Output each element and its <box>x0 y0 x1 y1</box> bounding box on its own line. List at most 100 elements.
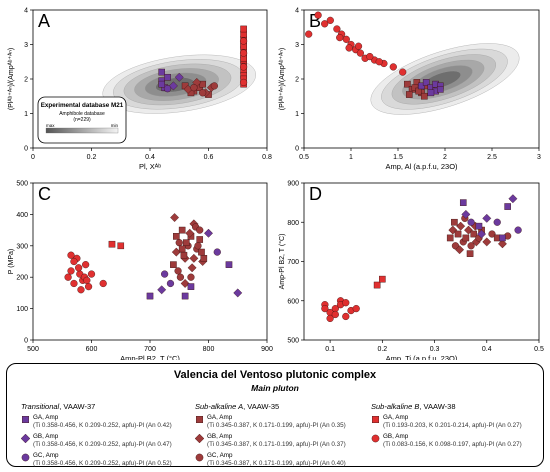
data-point <box>375 58 383 66</box>
data-point <box>161 270 169 278</box>
data-point <box>213 248 221 256</box>
data-point <box>239 49 248 57</box>
data-point <box>70 257 78 266</box>
inset-count: (n=229) <box>73 117 91 123</box>
panel-letter: C <box>38 184 51 204</box>
data-point <box>404 80 411 88</box>
data-point <box>204 228 213 238</box>
diamond-marker-icon <box>195 434 204 443</box>
inset-max: max <box>46 123 55 128</box>
data-point <box>342 312 350 321</box>
data-point <box>166 279 175 288</box>
data-series <box>146 228 243 300</box>
y-tick-label: 300 <box>16 243 28 250</box>
y-tick-label: 3 <box>24 42 28 49</box>
data-point <box>326 314 334 323</box>
data-point <box>194 242 202 250</box>
x-tick-label: 0.2 <box>377 346 387 353</box>
x-tick-label: 500 <box>27 346 39 353</box>
data-point <box>180 251 188 259</box>
data-point <box>170 213 180 223</box>
data-point <box>196 236 204 243</box>
data-point <box>158 80 166 88</box>
legend-entry: GA, Amp (Ti 0.345-0.387, K 0.171-0.199, a… <box>195 414 373 433</box>
data-point <box>314 11 322 19</box>
legend-entry-name: GB, Amp <box>33 433 59 440</box>
data-point <box>83 276 91 284</box>
x-tick-label: 2.5 <box>487 154 497 161</box>
legend-entry-name: GA, Amp <box>383 414 409 421</box>
data-point <box>174 72 184 82</box>
figure-panels: 0 0.2 0.4 0.6 0.8 0 1 2 3 4 Pl, Xᴬᵇ (Plᴬᵇ⁺ᴬⁿ)/(Ampᴬ… <box>7 8 544 361</box>
legend-entry-detail: (Ti 0.358-0.456, K 0.209-0.252, apfu)-Pl… <box>33 421 172 429</box>
data-point <box>467 242 475 250</box>
data-point <box>77 286 85 294</box>
data-point <box>373 281 381 289</box>
legend-entry-detail: (Ti 0.345-0.387, K 0.171-0.199, apfu)-Pl… <box>207 440 346 448</box>
legend-sample-id: , VAAW-35 <box>243 402 280 411</box>
data-point <box>168 81 178 91</box>
data-point <box>84 283 93 291</box>
y-tick-label: 1 <box>295 111 299 118</box>
data-point <box>181 292 189 300</box>
y-tick-label: 0 <box>24 338 28 345</box>
plot-frame <box>303 182 540 341</box>
data-point <box>389 63 397 71</box>
legend-entry: GA, Amp (Ti 0.193-0.203, K 0.201-0.214, a… <box>371 414 549 433</box>
legend-entry: GB, Amp (Ti 0.358-0.456, K 0.209-0.252, a… <box>21 433 199 452</box>
x-tick-label: 3 <box>537 154 541 161</box>
data-point <box>466 250 474 257</box>
diamond-marker-icon <box>21 434 30 443</box>
data-point <box>99 279 107 288</box>
legend-entry-detail: (Ti 0.345-0.387, K 0.171-0.199, apfu)-Pl… <box>207 459 346 467</box>
data-point <box>352 304 360 313</box>
x-tick-label: 700 <box>144 346 156 353</box>
legend-marker <box>21 434 30 443</box>
data-point <box>178 245 186 253</box>
data-point <box>75 264 83 272</box>
square-marker-icon <box>22 416 29 423</box>
y-tick-label: 600 <box>287 298 299 305</box>
legend-marker <box>196 416 203 423</box>
data-point <box>499 234 506 242</box>
data-series <box>305 11 407 76</box>
data-point <box>514 226 522 234</box>
data-point <box>87 270 96 278</box>
x-tick-label: 800 <box>203 346 215 353</box>
data-point <box>451 218 458 226</box>
data-point <box>67 251 75 259</box>
y-tick-label: 1 <box>24 111 28 118</box>
data-point <box>198 248 205 256</box>
square-marker-icon <box>196 416 203 423</box>
legend-group-name: Transitional <box>21 402 60 411</box>
data-point <box>174 267 182 275</box>
data-point <box>342 299 350 307</box>
legend-column: Sub-alkaline B, VAAW-38 GA, Amp (Ti 0.193-… <box>371 402 549 452</box>
data-point <box>331 310 339 319</box>
data-point <box>342 35 350 43</box>
data-point <box>462 234 470 242</box>
data-point <box>477 229 487 239</box>
panel-a: 0 0.2 0.4 0.6 0.8 0 1 2 3 4 Pl, Xᴬᵇ (Plᴬᵇ⁺ᴬⁿ)/(Ampᴬ… <box>7 8 272 172</box>
x-axis-label: Amp, Al (a.p.f.u, 23O) <box>385 162 458 171</box>
y-axis-label: P (MPa) <box>8 249 15 275</box>
data-series <box>373 275 386 289</box>
panel-b: 0.5 1 1.5 2 2.5 3 0 1 2 3 4 Amp, Al (a.p.f.u, 23O) (… <box>278 8 541 172</box>
panel-c: 500 600 700 800 900 0 100 200 300 400 500 Amp-Pl B2… <box>8 181 273 361</box>
inset-title: Experimental database M21 <box>41 102 124 109</box>
data-series <box>168 72 184 91</box>
data-point <box>225 261 233 268</box>
data-point <box>411 84 419 91</box>
panel-letter: D <box>309 184 322 204</box>
data-point <box>345 44 353 52</box>
data-point <box>356 49 365 57</box>
data-point <box>176 273 185 281</box>
legend-entry-name: GC, Amp <box>207 452 233 459</box>
data-series <box>170 213 208 288</box>
x-tick-label: 2 <box>443 154 447 161</box>
data-series <box>239 37 248 87</box>
y-tick-label: 3 <box>295 42 299 49</box>
legend-title: Valencia del Ventoso plutonic complex <box>173 369 377 381</box>
inset-min: min <box>111 123 119 128</box>
legend-marker <box>21 453 30 462</box>
